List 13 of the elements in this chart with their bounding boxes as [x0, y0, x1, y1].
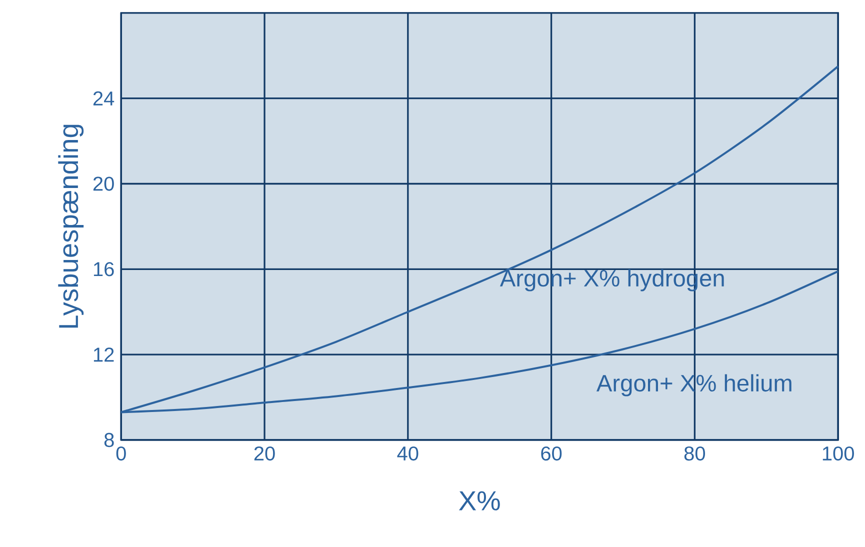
x-axis-title: X%: [458, 491, 500, 510]
y-tick-label: 20: [93, 176, 114, 191]
x-tick-label: 100: [822, 446, 854, 461]
x-tick-label: 80: [684, 446, 706, 461]
x-tick-label: 20: [254, 446, 275, 461]
x-tick-label: 40: [397, 446, 418, 461]
y-tick-label: 8: [104, 432, 114, 448]
y-axis-title: Lysbuespænding: [58, 124, 84, 328]
y-tick-label: 16: [94, 262, 114, 276]
y-tick-label: 24: [93, 91, 114, 106]
x-tick-label: 60: [541, 446, 562, 461]
y-tick-label: 12: [94, 348, 114, 362]
x-tick-label: 0: [116, 446, 126, 461]
